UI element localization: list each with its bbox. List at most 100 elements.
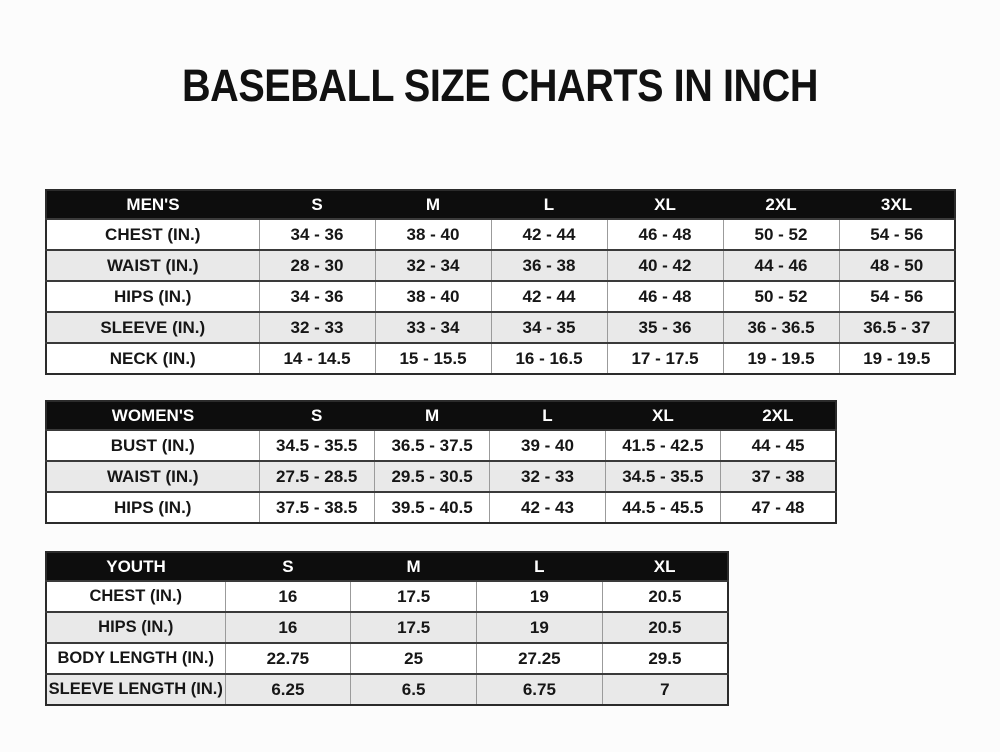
womens-column-header: L: [489, 401, 606, 430]
mens-column-header: S: [259, 190, 375, 219]
size-value: 40 - 42: [606, 249, 723, 281]
table-row: BUST (IN.) 34.5 - 35.5 36.5 - 37.5 39 - 40 4…: [46, 429, 836, 461]
size-value: 32 - 33: [258, 311, 375, 343]
size-value: 46 - 48: [606, 218, 723, 250]
youth-column-header: XL: [602, 552, 728, 581]
size-value: 27.25: [476, 642, 603, 674]
row-label: SLEEVE LENGTH (IN.): [46, 673, 225, 705]
youth-column-header: M: [350, 552, 477, 581]
mens-size-table: MEN'S S M L XL 2XL 3XL CHEST (IN.) 34 - 36 38 - 4…: [45, 189, 956, 375]
table-row: WAIST (IN.) 27.5 - 28.5 29.5 - 30.5 32 - 33…: [46, 460, 836, 492]
size-value: 27.5 - 28.5: [258, 460, 375, 492]
size-value: 17 - 17.5: [606, 342, 723, 374]
youth-header-row: YOUTH S M L XL: [46, 552, 728, 581]
womens-table-title: WOMEN'S: [46, 401, 259, 430]
size-value: 36.5 - 37.5: [373, 429, 490, 461]
size-value: 20.5: [601, 580, 728, 612]
size-value: 19 - 19.5: [838, 342, 955, 374]
size-value: 19 - 19.5: [722, 342, 839, 374]
size-value: 34 - 36: [258, 280, 375, 312]
size-value: 54 - 56: [838, 218, 955, 250]
row-label: BODY LENGTH (IN.): [46, 642, 225, 674]
size-value: 6.5: [350, 673, 477, 705]
size-value: 34 - 36: [258, 218, 375, 250]
table-row: SLEEVE LENGTH (IN.) 6.25 6.5 6.75 7: [46, 673, 728, 705]
table-row: WAIST (IN.) 28 - 30 32 - 34 36 - 38 40 - 42 4…: [46, 249, 955, 281]
size-value: 20.5: [601, 611, 728, 643]
size-value: 34 - 35: [490, 311, 607, 343]
size-value: 44 - 46: [722, 249, 839, 281]
size-value: 32 - 34: [374, 249, 491, 281]
mens-column-header: 3XL: [839, 190, 955, 219]
size-value: 15 - 15.5: [374, 342, 491, 374]
row-label: CHEST (IN.): [46, 218, 259, 250]
size-value: 42 - 44: [490, 218, 607, 250]
size-value: 28 - 30: [258, 249, 375, 281]
size-value: 19: [476, 580, 603, 612]
mens-column-header: L: [491, 190, 607, 219]
size-value: 50 - 52: [722, 218, 839, 250]
size-value: 29.5 - 30.5: [373, 460, 490, 492]
table-row: HIPS (IN.) 37.5 - 38.5 39.5 - 40.5 42 - 43 4…: [46, 491, 836, 523]
size-value: 36 - 36.5: [722, 311, 839, 343]
youth-column-header: L: [476, 552, 603, 581]
size-value: 7: [601, 673, 728, 705]
size-value: 25: [350, 642, 477, 674]
size-value: 32 - 33: [489, 460, 606, 492]
mens-table-title: MEN'S: [46, 190, 259, 219]
row-label: WAIST (IN.): [46, 460, 259, 492]
size-value: 36 - 38: [490, 249, 607, 281]
size-value: 17.5: [350, 580, 477, 612]
size-value: 46 - 48: [606, 280, 723, 312]
row-label: NECK (IN.): [46, 342, 259, 374]
size-value: 6.25: [224, 673, 351, 705]
mens-column-header: XL: [607, 190, 723, 219]
row-label: HIPS (IN.): [46, 611, 225, 643]
row-label: HIPS (IN.): [46, 280, 259, 312]
size-value: 44.5 - 45.5: [604, 491, 721, 523]
youth-table-title: YOUTH: [46, 552, 225, 581]
womens-column-header: XL: [605, 401, 721, 430]
size-value: 16: [224, 611, 351, 643]
size-value: 19: [476, 611, 603, 643]
table-row: CHEST (IN.) 34 - 36 38 - 40 42 - 44 46 - 48 5…: [46, 218, 955, 250]
size-value: 42 - 43: [489, 491, 606, 523]
size-value: 37.5 - 38.5: [258, 491, 375, 523]
size-value: 16 - 16.5: [490, 342, 607, 374]
page-title: BASEBALL SIZE CHARTS IN INCH: [182, 60, 818, 111]
womens-column-header: 2XL: [720, 401, 836, 430]
size-value: 17.5: [350, 611, 477, 643]
size-value: 34.5 - 35.5: [604, 460, 721, 492]
size-value: 34.5 - 35.5: [258, 429, 375, 461]
size-value: 14 - 14.5: [258, 342, 375, 374]
size-value: 29.5: [601, 642, 728, 674]
row-label: WAIST (IN.): [46, 249, 259, 281]
size-value: 47 - 48: [720, 491, 836, 523]
womens-header-row: WOMEN'S S M L XL 2XL: [46, 401, 836, 430]
youth-size-table: YOUTH S M L XL CHEST (IN.) 16 17.5 19 20.5 HIPS (I…: [45, 551, 729, 706]
size-value: 39 - 40: [489, 429, 606, 461]
size-value: 54 - 56: [838, 280, 955, 312]
size-value: 16: [224, 580, 351, 612]
table-row: HIPS (IN.) 34 - 36 38 - 40 42 - 44 46 - 48 50…: [46, 280, 955, 312]
table-row: HIPS (IN.) 16 17.5 19 20.5: [46, 611, 728, 643]
size-value: 44 - 45: [720, 429, 836, 461]
mens-header-row: MEN'S S M L XL 2XL 3XL: [46, 190, 955, 219]
size-value: 6.75: [476, 673, 603, 705]
size-value: 38 - 40: [374, 280, 491, 312]
youth-column-header: S: [225, 552, 351, 581]
size-value: 38 - 40: [374, 218, 491, 250]
size-value: 37 - 38: [720, 460, 836, 492]
womens-column-header: S: [259, 401, 375, 430]
row-label: CHEST (IN.): [46, 580, 225, 612]
size-value: 35 - 36: [606, 311, 723, 343]
size-value: 42 - 44: [490, 280, 607, 312]
mens-column-header: M: [375, 190, 491, 219]
size-value: 39.5 - 40.5: [373, 491, 490, 523]
size-value: 22.75: [224, 642, 351, 674]
table-row: NECK (IN.) 14 - 14.5 15 - 15.5 16 - 16.5 17 …: [46, 342, 955, 374]
table-row: CHEST (IN.) 16 17.5 19 20.5: [46, 580, 728, 612]
size-value: 50 - 52: [722, 280, 839, 312]
table-row: SLEEVE (IN.) 32 - 33 33 - 34 34 - 35 35 - 36…: [46, 311, 955, 343]
size-value: 33 - 34: [374, 311, 491, 343]
